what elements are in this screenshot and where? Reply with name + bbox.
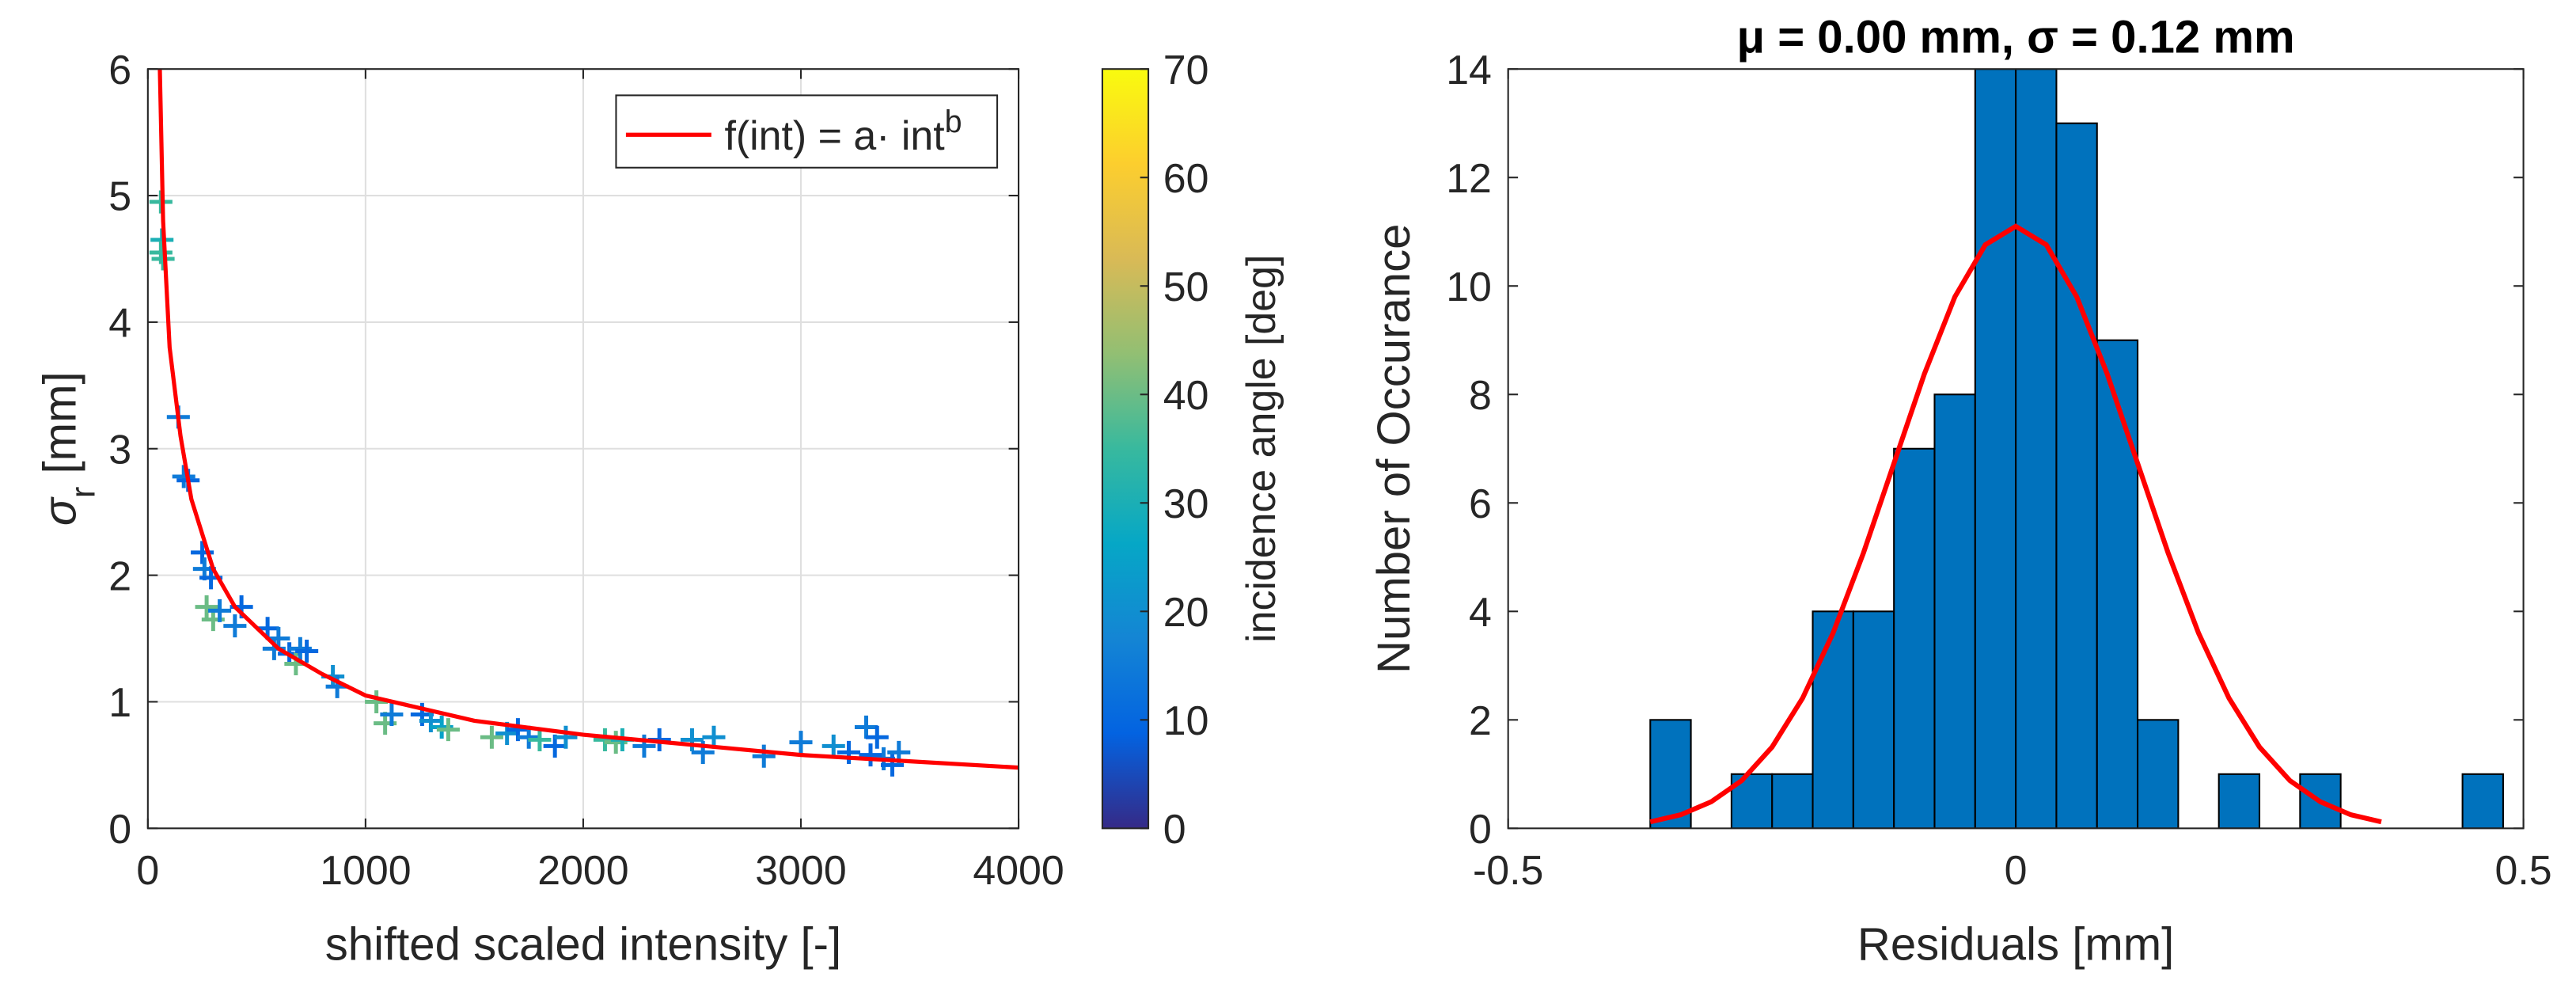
y-tick-label: 6	[108, 47, 131, 93]
chart-title: μ = 0.00 mm, σ = 0.12 mm	[1737, 11, 2295, 63]
legend-box	[615, 94, 999, 169]
histogram-bar	[2096, 339, 2139, 829]
y-axis-label: σr [mm]	[34, 371, 102, 526]
legend-label-text: f(int) = a· int	[724, 112, 945, 158]
colorbar-tick-label: 60	[1163, 155, 1209, 201]
scatter-point	[837, 740, 861, 764]
colorbar-tick-label: 50	[1163, 264, 1209, 310]
scatter-point	[436, 718, 460, 742]
colorbar-label: incidence angle [deg]	[1238, 255, 1284, 643]
x-tick-label: 4000	[973, 847, 1064, 893]
scatter-point	[172, 465, 195, 488]
x-tick-label: -0.5	[1473, 847, 1543, 893]
histogram-bar	[2461, 773, 2504, 829]
scatter-point	[854, 715, 878, 739]
y-tick-label: 14	[1446, 47, 1492, 93]
scatter-point	[680, 728, 704, 751]
plot-layer	[149, 69, 1019, 777]
colorbar-tick-label: 10	[1163, 697, 1209, 743]
x-axis-label: Residuals [mm]	[1857, 918, 2174, 970]
y-tick-label: 8	[1469, 372, 1492, 418]
colorbar-tick-label: 0	[1163, 806, 1186, 852]
colorbar-tick-label: 70	[1163, 47, 1209, 93]
histogram-bar	[1933, 393, 1976, 829]
y-tick-label: 3	[108, 426, 131, 472]
scatter-point	[223, 614, 247, 638]
y-tick-label: 2	[108, 553, 131, 598]
legend-label-superscript: b	[945, 104, 962, 139]
scatter-point	[208, 598, 232, 622]
scatter-point	[554, 725, 578, 749]
scatter-point	[295, 640, 319, 663]
axes-box	[1507, 68, 2525, 830]
histogram-bar	[1893, 447, 1936, 829]
x-tick-label: 0	[136, 847, 159, 893]
legend-label: f(int) = a· intb	[724, 104, 962, 158]
histogram-bar	[1649, 719, 1692, 829]
axes-box	[146, 68, 1020, 830]
y-tick-label: 0	[1469, 806, 1492, 852]
scatter-point	[821, 734, 845, 758]
x-axis-label: shifted scaled intensity [-]	[325, 918, 841, 970]
y-axis-label: Number of Occurance	[1368, 224, 1420, 674]
x-tick-label: 1000	[320, 847, 411, 893]
y-tick-label: 6	[1469, 481, 1492, 526]
y-axis-label-subscript: r	[64, 487, 102, 499]
y-tick-label: 10	[1446, 264, 1492, 310]
y-tick-label: 4	[1469, 589, 1492, 635]
scatter-point	[380, 702, 404, 726]
scatter-point	[195, 595, 218, 619]
histogram-bar	[1771, 773, 1814, 829]
y-tick-label: 12	[1446, 155, 1492, 201]
scatter-point	[880, 753, 905, 777]
y-tick-label: 4	[108, 300, 131, 346]
y-tick-label: 2	[1469, 697, 1492, 743]
histogram-bar	[1812, 610, 1854, 829]
y-axis-label-unit: [mm]	[34, 371, 85, 486]
scatter-point	[752, 744, 776, 768]
scatter-point	[865, 725, 889, 749]
colorbar-tick-label: 20	[1163, 589, 1209, 635]
histogram-bar	[2055, 122, 2098, 829]
x-tick-label: 0.5	[2495, 847, 2552, 893]
x-tick-label: 0	[2005, 847, 2028, 893]
x-tick-label: 3000	[755, 847, 846, 893]
scatter-point	[480, 725, 503, 749]
x-tick-label: 2000	[537, 847, 628, 893]
y-axis-label-symbol: σ	[34, 496, 85, 526]
fit-line	[157, 69, 1019, 770]
scatter-point	[789, 731, 813, 754]
histogram-bar	[2137, 719, 2180, 829]
histogram-bar	[1974, 69, 2017, 829]
y-tick-label: 1	[108, 679, 131, 725]
colorbar-tick-label: 40	[1163, 372, 1209, 418]
scatter-point	[528, 728, 552, 751]
histogram-bar	[1852, 610, 1895, 829]
histogram-bar	[2217, 773, 2261, 829]
fit-curve	[1649, 223, 2382, 825]
colorbar-tick-label: 30	[1163, 481, 1209, 526]
scatter-point	[859, 743, 882, 767]
y-tick-label: 0	[108, 806, 131, 852]
histogram-bar	[2015, 69, 2058, 829]
plot-layer	[1649, 69, 2504, 829]
colorbar	[1101, 68, 1150, 830]
y-tick-label: 5	[108, 173, 131, 219]
